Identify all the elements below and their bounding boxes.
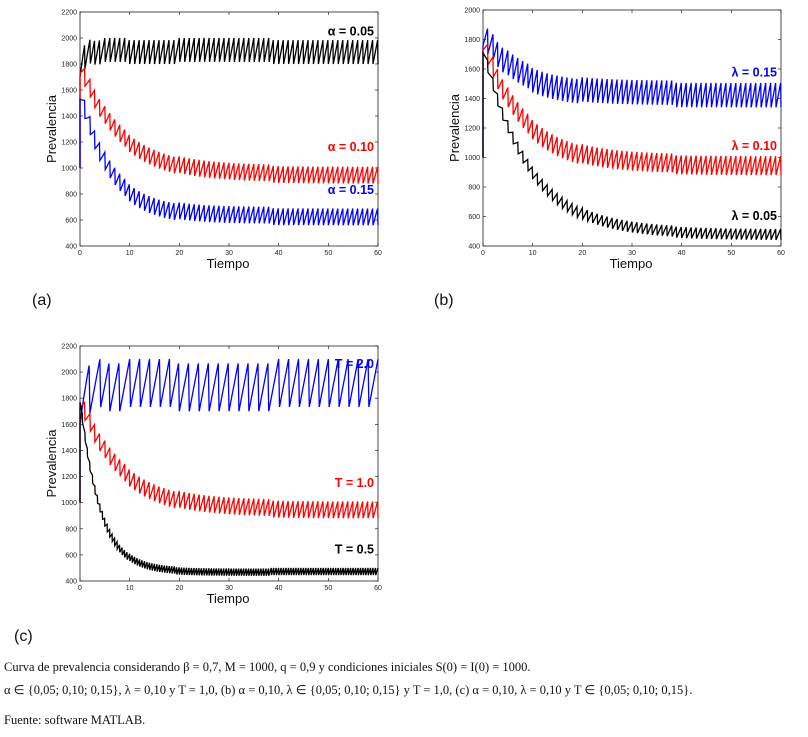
y-tick-label: 600: [65, 218, 77, 225]
y-tick-label: 1800: [61, 62, 77, 69]
y-tick-label: 2000: [61, 36, 77, 43]
x-axis-title: Tiempo: [610, 256, 653, 271]
y-tick-label: 2000: [464, 8, 480, 15]
series-label: α = 0.10: [328, 140, 374, 154]
series-label: α = 0.05: [328, 24, 374, 38]
x-tick-label: 30: [628, 250, 636, 257]
series-line: [79, 402, 379, 576]
y-tick-label: 1200: [464, 126, 480, 133]
y-tick-label: 1200: [61, 140, 77, 147]
x-axis-title: Tiempo: [207, 256, 250, 271]
x-tick-label: 60: [374, 250, 382, 257]
chart-panel-a: 400 600 800 1000 1200 1400 1600 1800 2000 2200 0 10…: [44, 10, 382, 272]
y-tick-label: 1600: [464, 67, 480, 74]
x-tick-label: 20: [175, 250, 183, 257]
series-label: T = 1.0: [335, 476, 374, 490]
x-tick-label: 20: [175, 585, 183, 592]
x-tick-label: 0: [481, 250, 485, 257]
x-tick-label: 40: [275, 250, 283, 257]
series-label: T = 0.5: [335, 543, 374, 557]
x-axis-title: Tiempo: [207, 591, 250, 606]
y-tick-label: 800: [65, 526, 77, 533]
y-tick-label: 2000: [61, 370, 77, 377]
y-tick-label: 1600: [61, 422, 77, 429]
y-tick-label: 600: [468, 214, 480, 221]
x-tick-label: 10: [126, 250, 134, 257]
x-tick-label: 50: [727, 250, 735, 257]
x-tick-label: 10: [529, 250, 537, 257]
y-tick-label: 1800: [464, 37, 480, 44]
y-axis-title: Prevalencia: [44, 94, 59, 163]
y-tick-label: 1000: [61, 166, 77, 173]
series-label: λ = 0.10: [731, 139, 777, 153]
y-axis-title: Prevalencia: [44, 429, 59, 498]
x-tick-label: 0: [78, 585, 82, 592]
panel-label-b: (b): [434, 292, 454, 309]
panel-label-a: (a): [32, 292, 52, 309]
series-label: λ = 0.15: [731, 65, 777, 79]
series-label: λ = 0.05: [731, 209, 777, 223]
series-line: [482, 42, 782, 176]
x-tick-label: 60: [374, 585, 382, 592]
chart-panel-b: 400 600 800 1000 1200 1400 1600 1800 2000 0 10 20 30…: [447, 8, 785, 272]
y-tick-label: 800: [468, 185, 480, 192]
y-tick-label: 400: [65, 244, 77, 251]
y-tick-label: 600: [65, 552, 77, 559]
x-tick-label: 50: [324, 585, 332, 592]
series-line: [79, 66, 379, 184]
y-tick-label: 2200: [61, 10, 77, 17]
x-tick-label: 0: [78, 250, 82, 257]
x-tick-label: 60: [777, 250, 785, 257]
y-tick-label: 1600: [61, 88, 77, 95]
series-label: α = 0.15: [328, 183, 374, 197]
series-label: T = 2.0: [335, 357, 374, 371]
y-tick-label: 1200: [61, 474, 77, 481]
y-tick-label: 1400: [61, 114, 77, 121]
caption-line-1: Curva de prevalencia considerando β = 0,…: [4, 660, 531, 674]
caption-line-2: α ∈ {0,05; 0,10; 0,15}, λ = 0,10 y T = 1…: [4, 683, 693, 697]
y-tick-label: 1400: [61, 448, 77, 455]
y-tick-label: 1000: [61, 500, 77, 507]
caption-source: Fuente: software MATLAB.: [4, 713, 146, 727]
x-tick-label: 20: [578, 250, 586, 257]
x-tick-label: 30: [225, 250, 233, 257]
x-tick-label: 50: [324, 250, 332, 257]
x-tick-label: 40: [275, 585, 283, 592]
y-tick-label: 1000: [464, 155, 480, 162]
x-tick-label: 10: [126, 585, 134, 592]
y-tick-label: 400: [65, 579, 77, 586]
chart-panel-c: 400 600 800 1000 1200 1400 1600 1800 2000 2200 0 10…: [44, 344, 382, 607]
panel-label-c: (c): [14, 628, 33, 645]
y-tick-label: 1800: [61, 396, 77, 403]
y-tick-label: 2200: [61, 344, 77, 351]
x-tick-label: 40: [678, 250, 686, 257]
series-line: [482, 50, 782, 241]
series-line: [79, 400, 379, 519]
y-axis-title: Prevalencia: [447, 93, 462, 162]
series-line: [482, 28, 782, 158]
series-line: [79, 37, 379, 168]
series-line: [79, 98, 379, 226]
y-tick-label: 1400: [464, 96, 480, 103]
y-tick-label: 400: [468, 244, 480, 251]
series-line: [79, 358, 379, 503]
y-tick-label: 800: [65, 192, 77, 199]
x-tick-label: 30: [225, 585, 233, 592]
